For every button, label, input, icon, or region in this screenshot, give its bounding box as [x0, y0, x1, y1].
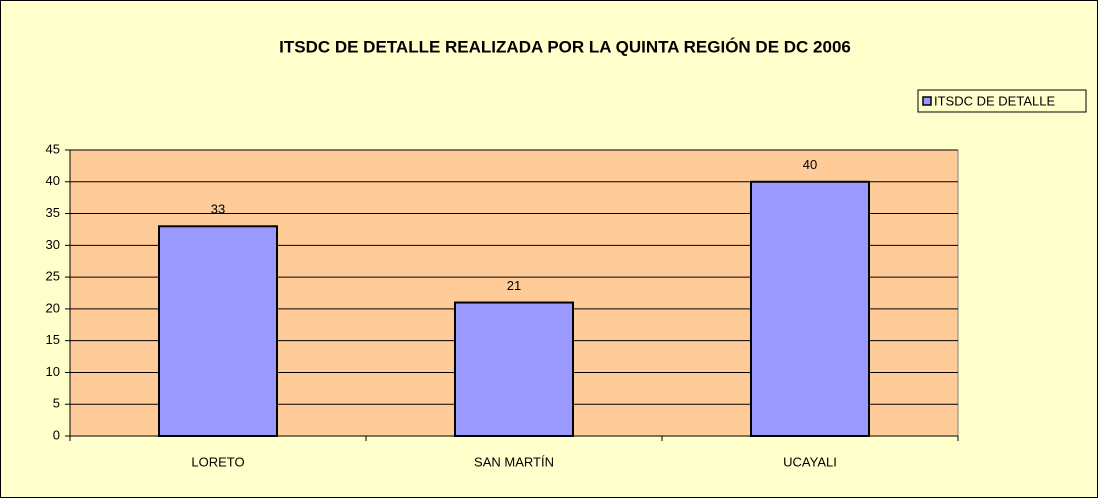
x-tick-label: SAN MARTÍN: [474, 454, 554, 469]
y-tick-label: 40: [46, 173, 60, 188]
data-label: 33: [211, 202, 225, 217]
y-tick-label: 30: [46, 237, 60, 252]
bar: [750, 180, 870, 437]
bar: [454, 301, 574, 437]
data-label: 40: [803, 157, 817, 172]
x-tick-label: UCAYALI: [783, 454, 837, 469]
y-tick-label: 10: [46, 364, 60, 379]
x-tick-label: LORETO: [191, 454, 244, 469]
y-tick-label: 25: [46, 269, 60, 284]
y-tick-label: 35: [46, 205, 60, 220]
y-tick-label: 0: [53, 427, 60, 442]
legend-swatch: [922, 96, 932, 106]
y-tick-label: 15: [46, 332, 60, 347]
legend-label: ITSDC DE DETALLE: [934, 93, 1055, 108]
chart-title: ITSDC DE DETALLE REALIZADA POR LA QUINTA…: [279, 37, 851, 56]
y-tick-label: 5: [53, 396, 60, 411]
bar: [158, 225, 278, 437]
data-label: 21: [507, 278, 521, 293]
legend-box: [917, 89, 1087, 113]
y-tick-label: 45: [46, 141, 60, 156]
y-tick-label: 20: [46, 300, 60, 315]
